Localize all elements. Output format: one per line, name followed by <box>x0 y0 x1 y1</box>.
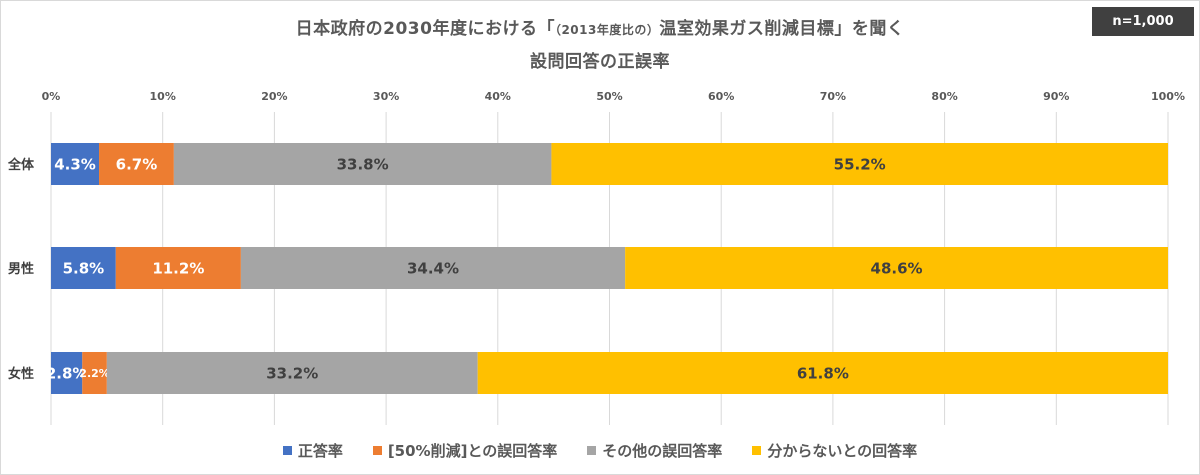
legend: 正答率 [50%削減]との誤回答率 その他の誤回答率 分からないとの回答率 <box>0 440 1200 461</box>
bar-segment <box>106 352 478 394</box>
x-tick-label: 80% <box>931 90 957 103</box>
x-tick-label: 20% <box>261 90 287 103</box>
legend-swatch <box>587 446 597 455</box>
data-label: 5.8% <box>63 259 105 277</box>
x-tick-label: 90% <box>1043 90 1069 103</box>
x-tick-label: 40% <box>485 90 511 103</box>
bar-segment <box>240 247 626 289</box>
legend-label: [50%削減]との誤回答率 <box>387 442 558 460</box>
title-part2: 温室効果ガス削減目標」を聞く <box>659 19 905 39</box>
chart-title-line1: 日本政府の2030年度における「（2013年度比の）温室効果ガス削減目標」を聞く <box>0 14 1200 39</box>
category-label: 男性 <box>8 261 34 277</box>
x-tick-label: 50% <box>596 90 622 103</box>
data-label: 33.2% <box>266 364 318 382</box>
data-label: 6.7% <box>116 155 158 173</box>
legend-swatch <box>372 446 382 455</box>
x-tick-label: 10% <box>150 90 176 103</box>
data-label: 61.8% <box>797 364 849 382</box>
legend-item: 正答率 <box>282 440 343 461</box>
x-tick-label: 70% <box>820 90 846 103</box>
data-label: 48.6% <box>871 259 923 277</box>
bar-segment <box>51 247 116 289</box>
legend-label: 正答率 <box>297 442 343 460</box>
sample-size-badge: n=1,000 <box>1092 7 1194 36</box>
data-label: 11.2% <box>152 259 204 277</box>
category-label: 女性 <box>8 366 34 382</box>
data-label: 2.2% <box>79 367 110 380</box>
legend-swatch <box>752 446 762 455</box>
legend-swatch <box>282 446 292 455</box>
data-label: 55.2% <box>834 155 886 173</box>
bar-segment <box>477 352 1169 394</box>
legend-item: [50%削減]との誤回答率 <box>372 440 558 461</box>
bar-segment <box>551 143 1168 185</box>
bar-segment <box>115 247 241 289</box>
category-label: 全体 <box>7 157 35 173</box>
title-small: （2013年度比の） <box>554 23 660 37</box>
x-tick-label: 30% <box>373 90 399 103</box>
data-label: 34.4% <box>407 259 459 277</box>
data-label: 2.8% <box>46 364 88 382</box>
data-label: 33.8% <box>337 155 389 173</box>
bar-segment <box>173 143 552 185</box>
title-part1: 日本政府の2030年度における「 <box>295 19 555 39</box>
legend-label: その他の誤回答率 <box>602 442 723 460</box>
x-tick-label: 100% <box>1151 90 1185 103</box>
x-tick-label: 60% <box>708 90 734 103</box>
bar-segment <box>51 143 100 185</box>
chart-title-line2: 設問回答の正誤率 <box>530 52 670 72</box>
bar-segment <box>51 352 83 394</box>
data-label: 4.3% <box>54 155 96 173</box>
bar-segment <box>99 143 174 185</box>
legend-item: その他の誤回答率 <box>587 440 722 461</box>
x-tick-label: 0% <box>42 90 61 103</box>
bar-segment <box>82 352 107 394</box>
legend-item: 分からないとの回答率 <box>752 440 917 461</box>
bar-segment <box>625 247 1168 289</box>
legend-label: 分からないとの回答率 <box>767 442 918 460</box>
